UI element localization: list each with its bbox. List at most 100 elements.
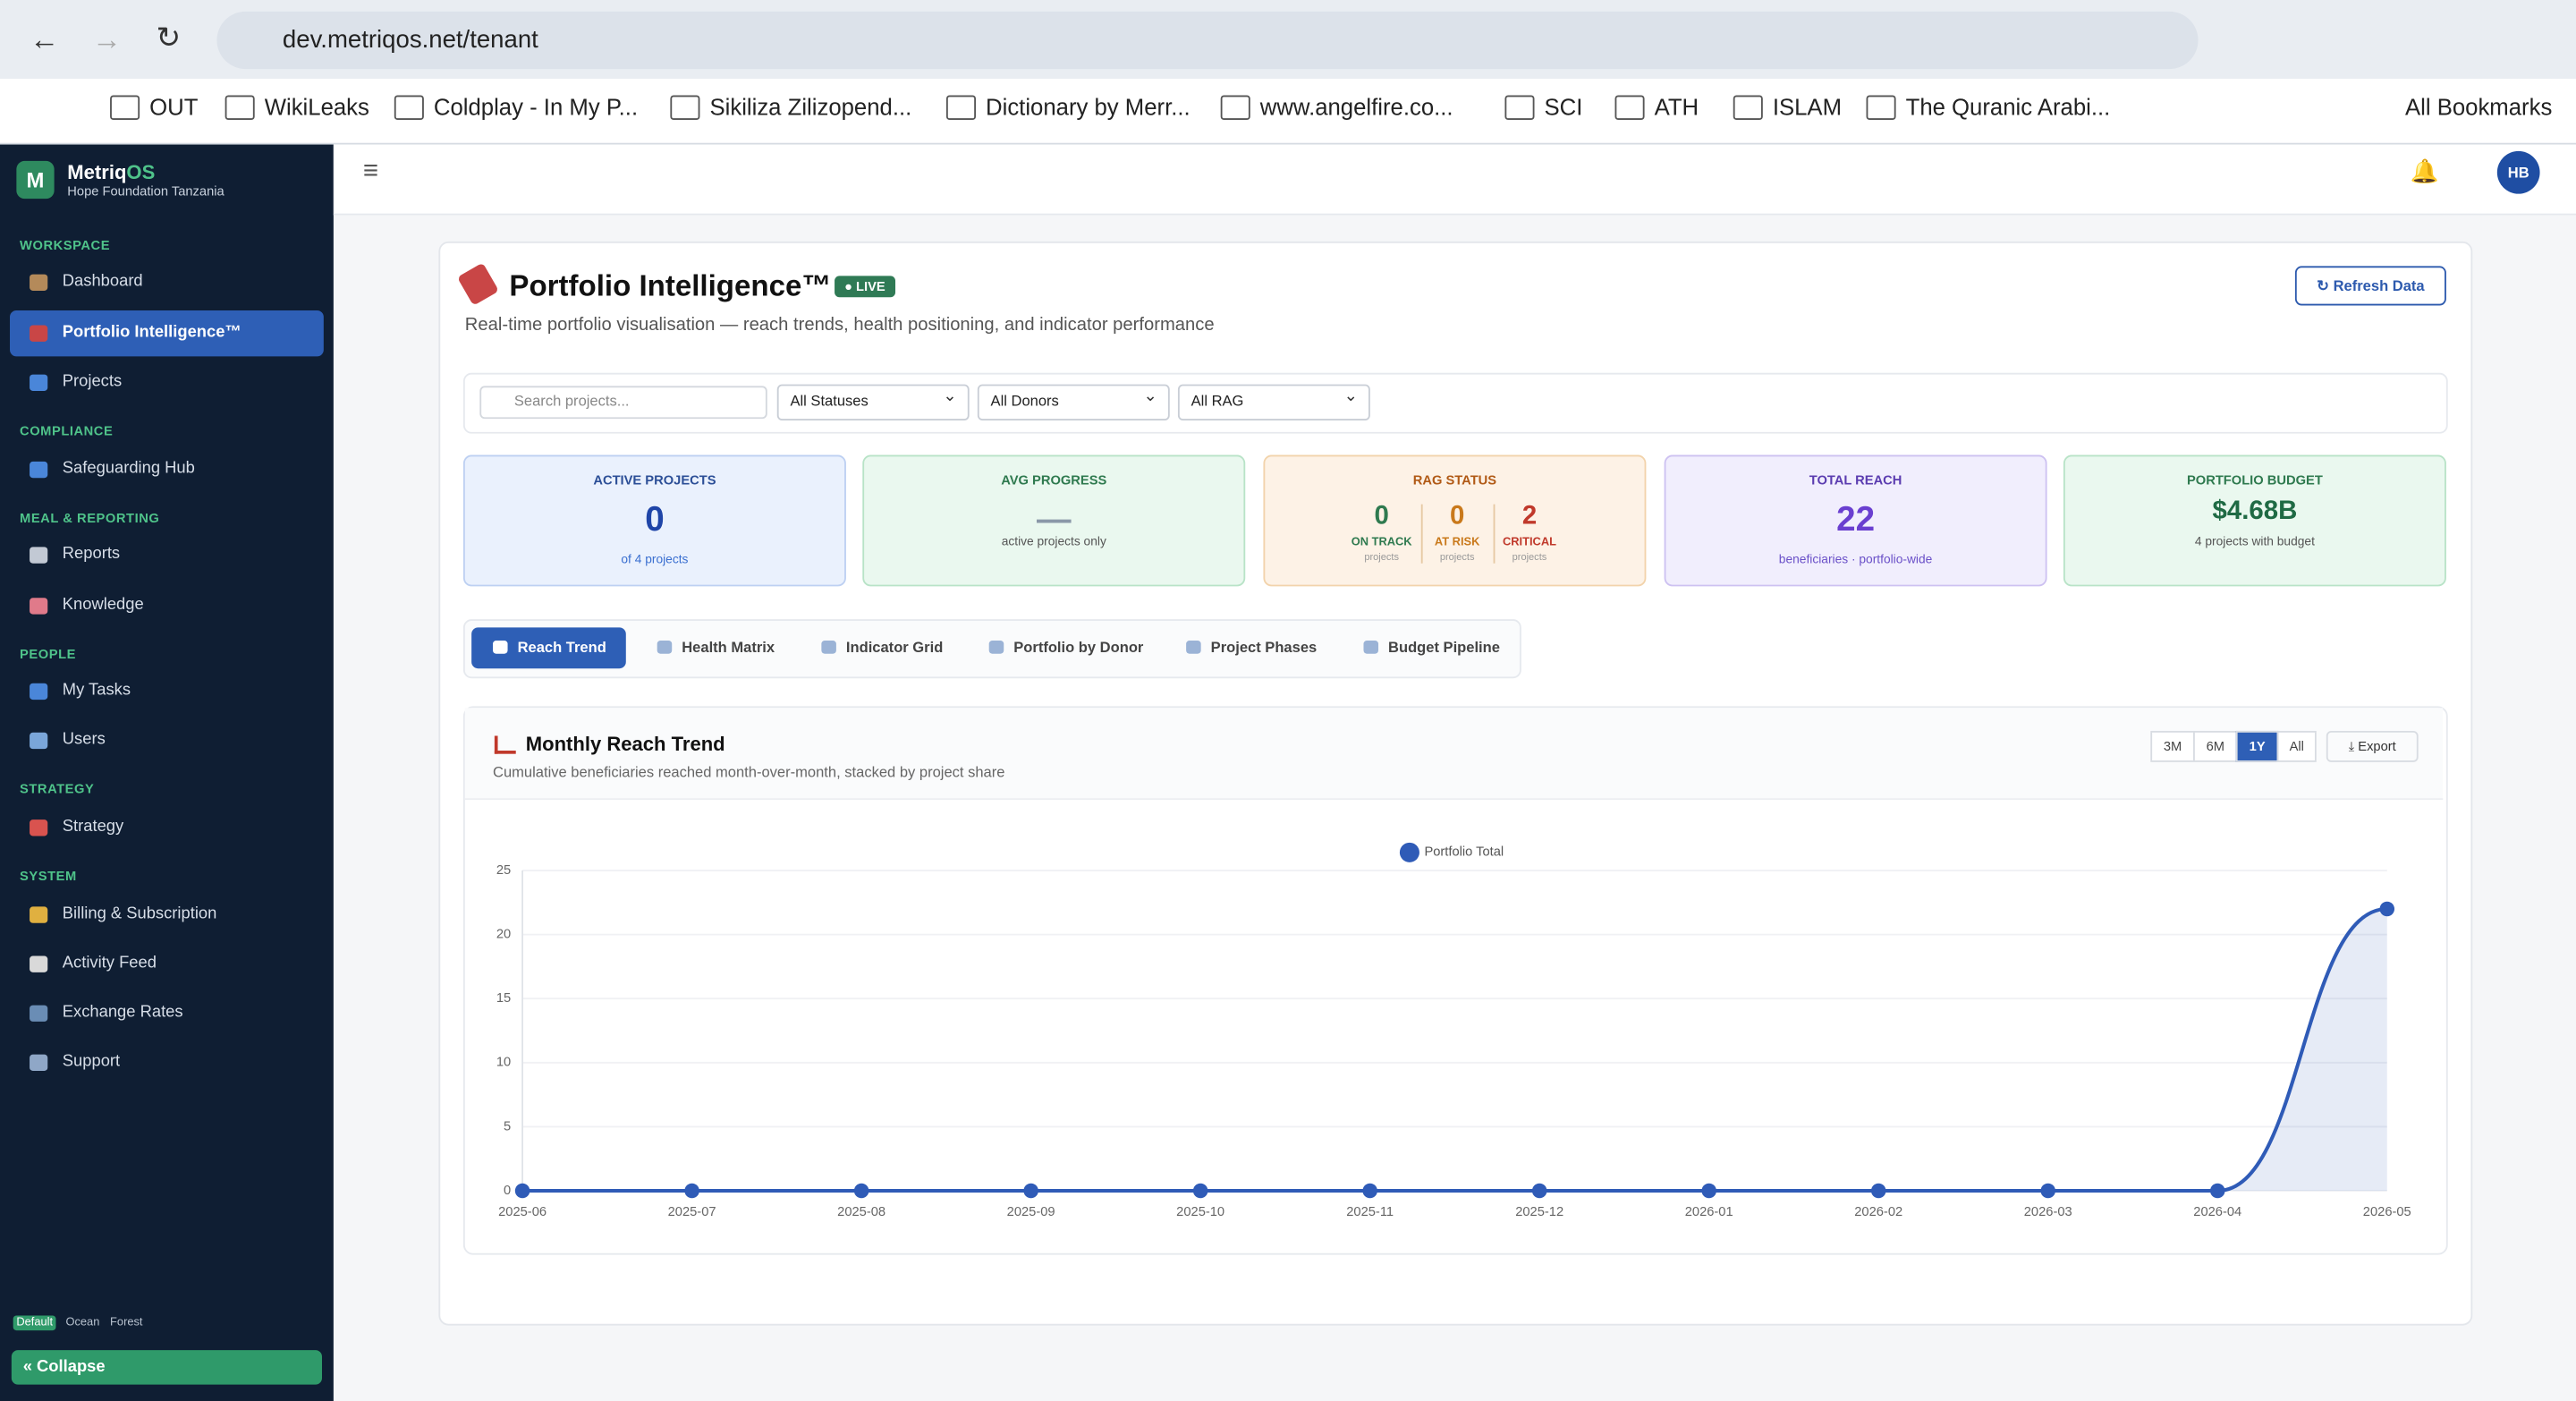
nav-item[interactable]: Safeguarding Hub (62, 460, 195, 479)
x-tick-label: 2025-12 (1515, 1205, 1563, 1219)
nav-item[interactable]: My Tasks (62, 681, 131, 700)
bookmark-icon (394, 95, 424, 121)
bookmark[interactable]: WikiLeaks (264, 93, 369, 121)
back-button[interactable]: ← (30, 22, 60, 56)
tab[interactable]: Portfolio by Donor (1013, 639, 1144, 656)
nav-item[interactable]: Strategy (62, 818, 124, 836)
address-bar[interactable] (216, 11, 2199, 70)
nav-icon (30, 1005, 48, 1022)
bookmark[interactable]: Coldplay - In My P... (433, 93, 639, 121)
x-tick-label: 2025-10 (1176, 1205, 1224, 1219)
page-title: Portfolio Intelligence™ (509, 269, 832, 302)
refresh-button[interactable]: ↻ Refresh Data (2294, 266, 2446, 306)
range-button[interactable]: All (2276, 730, 2317, 762)
bookmark[interactable]: Dictionary by Merr... (986, 93, 1191, 121)
x-tick-label: 2025-11 (1346, 1205, 1394, 1219)
nav-item[interactable]: Billing & Subscription (62, 904, 217, 923)
bookmark[interactable]: www.angelfire.co... (1259, 93, 1453, 121)
search-input[interactable] (479, 386, 767, 420)
point (1362, 1183, 1377, 1199)
forward-button[interactable]: → (91, 22, 122, 56)
nav-icon (30, 732, 48, 750)
bookmark[interactable]: Sikiliza Zilizopend... (709, 93, 912, 121)
nav-item[interactable]: Reports (62, 545, 121, 564)
range-button[interactable]: 1Y (2235, 730, 2279, 762)
panel-icon (494, 735, 516, 754)
tab[interactable]: Project Phases (1210, 639, 1318, 656)
range-button[interactable]: 6M (2193, 730, 2238, 762)
search-placeholder: Search projects... (513, 392, 630, 410)
bookmark-icon (1866, 95, 1896, 121)
bookmarks-bar (0, 79, 2576, 145)
bookmark-icon (945, 95, 977, 121)
kpi-card (1263, 454, 1647, 587)
nav-item[interactable]: Activity Feed (62, 954, 157, 972)
theme-option[interactable]: Ocean (65, 1317, 100, 1329)
rag-value: 0 (1374, 502, 1389, 531)
point (2040, 1183, 2055, 1199)
bookmark-icon (225, 95, 255, 121)
tab-bar (462, 619, 1521, 679)
kpi-value: 22 (1836, 500, 1876, 539)
tab[interactable]: Indicator Grid (845, 639, 944, 656)
menu-button[interactable]: ≡ (362, 157, 379, 186)
notifications[interactable]: 🔔 (2410, 157, 2439, 184)
bookmark[interactable]: ATH (1654, 93, 1699, 121)
kpi-card (862, 454, 1246, 587)
filter-caret: ⌄ (1143, 387, 1157, 406)
x-tick-label: 2026-05 (2363, 1205, 2411, 1219)
nav-icon (30, 325, 48, 342)
point (1531, 1183, 1547, 1199)
kpi-value: — (1036, 500, 1072, 539)
theme-option[interactable]: Forest (110, 1317, 143, 1329)
export-button[interactable]: ⤓ Export (2326, 730, 2419, 762)
tab[interactable]: Budget Pipeline (1388, 639, 1500, 656)
nav-item[interactable]: Support (62, 1052, 121, 1072)
bookmark[interactable]: All Bookmarks (2404, 93, 2553, 121)
avatar[interactable]: HB (2496, 150, 2540, 194)
filter-select[interactable] (776, 384, 970, 420)
nav-item[interactable]: Users (62, 730, 106, 750)
kpi-card (1664, 454, 2047, 587)
org-name: Hope Foundation Tanzania (67, 183, 225, 200)
nav-item[interactable]: Dashboard (62, 272, 143, 291)
nav-section: PEOPLE (20, 647, 76, 662)
top-header (333, 144, 2576, 216)
theme-option[interactable]: Default (13, 1315, 56, 1331)
reload-button[interactable]: ↻ (156, 21, 182, 55)
point (2209, 1183, 2225, 1199)
y-tick-label: 25 (496, 863, 511, 878)
tab[interactable]: Health Matrix (682, 639, 775, 656)
panel-subtitle: Cumulative beneficiaries reached month-o… (493, 763, 1005, 781)
nav-icon (30, 547, 48, 564)
nav-item[interactable]: Projects (62, 372, 123, 391)
tab-icon (1363, 641, 1379, 654)
y-tick-label: 20 (496, 928, 511, 942)
filter-select[interactable] (1177, 384, 1370, 420)
bookmark[interactable]: ISLAM (1772, 93, 1843, 121)
range-button[interactable]: 3M (2150, 730, 2195, 762)
filter-label: All Statuses (790, 392, 869, 410)
point (853, 1183, 869, 1199)
kpi-label: PORTFOLIO BUDGET (2186, 472, 2323, 488)
bookmark[interactable]: OUT (149, 93, 199, 121)
nav-section: WORKSPACE (20, 238, 111, 253)
bookmark[interactable]: The Quranic Arabi... (1905, 93, 2111, 121)
x-tick-label: 2025-07 (668, 1205, 716, 1219)
tab[interactable]: Reach Trend (517, 639, 606, 656)
nav-icon (30, 683, 48, 700)
nav-item[interactable]: Exchange Rates (62, 1003, 183, 1022)
point (2379, 901, 2395, 917)
nav-item[interactable]: Portfolio Intelligence™ (62, 323, 242, 342)
nav-section: SYSTEM (20, 869, 77, 884)
filter-select[interactable] (977, 384, 1170, 420)
bookmark-icon (1614, 95, 1645, 121)
bookmark-icon (1733, 95, 1763, 121)
rag-label: ON TRACK (1351, 537, 1412, 549)
collapse-button[interactable] (11, 1350, 322, 1385)
rag-divider (1420, 504, 1423, 564)
bookmark[interactable]: SCI (1544, 93, 1583, 121)
rag-sub: projects (1512, 553, 1547, 564)
nav-item[interactable]: Knowledge (62, 596, 144, 615)
